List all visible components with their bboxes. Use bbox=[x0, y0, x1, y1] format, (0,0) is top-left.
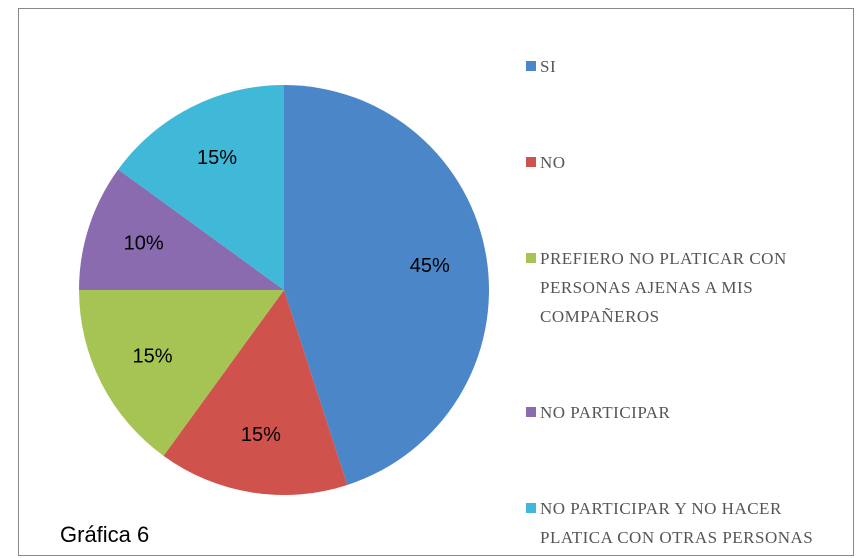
legend-label: PREFIERO NO PLATICAR CON PERSONAS AJENAS… bbox=[540, 249, 787, 326]
legend-swatch bbox=[526, 157, 536, 167]
legend-swatch bbox=[526, 503, 536, 513]
data-label: 10% bbox=[124, 233, 164, 255]
pie-slice bbox=[118, 84, 284, 290]
chart-frame bbox=[18, 8, 854, 556]
legend-entry: NO bbox=[522, 148, 832, 177]
pie-slice bbox=[163, 290, 348, 496]
data-label: 15% bbox=[197, 147, 237, 169]
legend: SI NO PREFIERO NO PLATICAR CON PERSONAS AJ… bbox=[522, 52, 832, 552]
legend-swatch bbox=[526, 253, 536, 263]
data-label: 15% bbox=[132, 345, 172, 367]
pie-slice bbox=[79, 169, 284, 290]
pie-slice bbox=[284, 85, 490, 485]
legend-entry: NO PARTICIPAR bbox=[522, 398, 832, 427]
legend-label: NO PARTICIPAR Y NO HACER PLATICA CON OTR… bbox=[540, 499, 814, 547]
data-label: 45% bbox=[410, 255, 450, 277]
legend-entry: SI bbox=[522, 52, 832, 81]
caption: Gráfica 6 bbox=[60, 522, 150, 547]
pie-slice bbox=[79, 290, 284, 456]
legend-entry: PREFIERO NO PLATICAR CON PERSONAS AJENAS… bbox=[522, 244, 832, 331]
legend-label: NO PARTICIPAR bbox=[540, 403, 671, 422]
legend-swatch bbox=[526, 407, 536, 417]
legend-entry: NO PARTICIPAR Y NO HACER PLATICA CON OTR… bbox=[522, 494, 832, 552]
legend-label: SI bbox=[540, 57, 557, 76]
data-label: 15% bbox=[241, 424, 281, 446]
legend-label: NO bbox=[540, 153, 566, 172]
legend-swatch bbox=[526, 61, 536, 71]
